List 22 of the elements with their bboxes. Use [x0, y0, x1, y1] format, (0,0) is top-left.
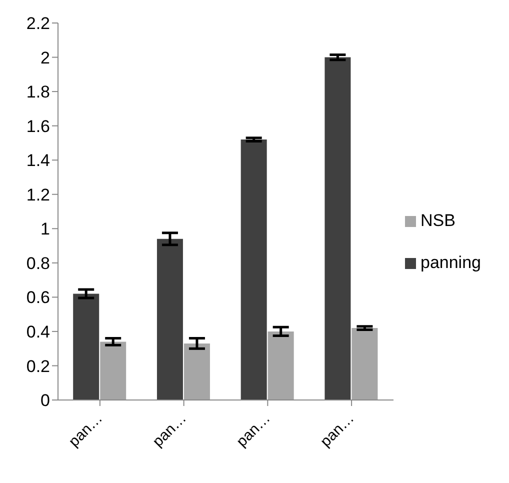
y-tick-label: 0.8	[26, 254, 50, 273]
bar	[268, 331, 294, 400]
y-tick-label: 1.6	[26, 116, 50, 136]
y-tick-label: 0.6	[26, 288, 50, 308]
y-tick-label: 0	[40, 391, 50, 410]
y-tick-label: 1.4	[26, 151, 50, 170]
bar	[184, 343, 210, 400]
legend-label: NSB	[420, 210, 456, 230]
y-tick-label: 0.4	[26, 322, 50, 342]
bar	[324, 57, 351, 400]
y-tick-label: 1.8	[26, 82, 50, 102]
y-tick-label: 0.2	[26, 356, 50, 376]
y-tick-label: 2.2	[26, 14, 50, 34]
bar	[100, 342, 126, 400]
y-tick-label: 1	[40, 220, 50, 239]
bar	[73, 294, 100, 400]
y-tick-label: 1.2	[26, 185, 50, 204]
bar	[156, 238, 183, 400]
legend-label: panning	[420, 252, 481, 272]
y-tick-label: 2	[40, 48, 50, 68]
bar	[240, 140, 267, 400]
bar	[352, 328, 378, 400]
